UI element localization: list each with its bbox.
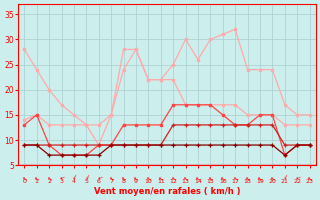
Text: ←: ← bbox=[207, 175, 214, 182]
Text: ←: ← bbox=[170, 175, 177, 182]
Text: ←: ← bbox=[244, 175, 251, 182]
Text: ←: ← bbox=[21, 175, 28, 182]
Text: ←: ← bbox=[120, 175, 127, 182]
Text: ↓: ↓ bbox=[70, 175, 77, 182]
Text: ←: ← bbox=[45, 175, 52, 182]
Text: ←: ← bbox=[195, 175, 202, 182]
Text: ←: ← bbox=[182, 175, 189, 182]
Text: ↙: ↙ bbox=[58, 175, 65, 182]
Text: ←: ← bbox=[33, 175, 40, 182]
Text: ←: ← bbox=[157, 175, 164, 182]
Text: ←: ← bbox=[306, 175, 313, 182]
X-axis label: Vent moyen/en rafales ( km/h ): Vent moyen/en rafales ( km/h ) bbox=[94, 187, 240, 196]
Text: ↓: ↓ bbox=[281, 175, 288, 182]
Text: ←: ← bbox=[145, 175, 152, 182]
Text: ←: ← bbox=[257, 175, 264, 182]
Text: ←: ← bbox=[269, 175, 276, 182]
Text: ↓: ↓ bbox=[83, 175, 90, 182]
Text: ←: ← bbox=[219, 175, 226, 182]
Text: ←: ← bbox=[132, 175, 140, 182]
Text: ←: ← bbox=[232, 175, 239, 182]
Text: ←: ← bbox=[108, 175, 115, 182]
Text: ↙: ↙ bbox=[294, 175, 301, 182]
Text: ↙: ↙ bbox=[95, 175, 102, 182]
